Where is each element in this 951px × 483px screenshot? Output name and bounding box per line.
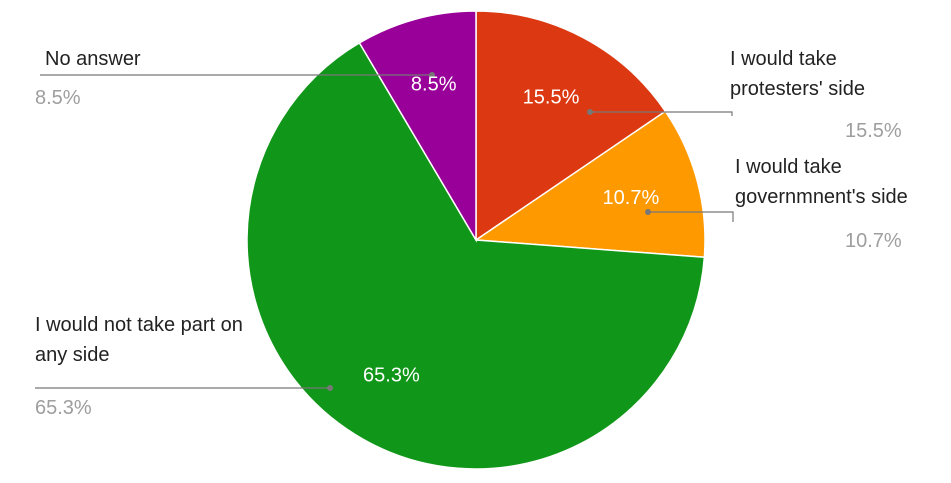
legend-label: I would take protesters' side	[730, 48, 865, 100]
legend-percent: 15.5%	[845, 120, 902, 142]
pie-slice	[246, 41, 706, 470]
leader-line	[590, 111, 733, 116]
slice-label: 15.5%	[523, 87, 580, 109]
leader-dot	[587, 109, 593, 115]
legend-label: I would not take part on any side	[35, 314, 243, 366]
leader-line	[648, 211, 734, 222]
slice-label: 8.5%	[411, 74, 457, 96]
legend-percent: 8.5%	[35, 87, 81, 109]
pie-slice	[358, 10, 477, 243]
legend-label: No answer	[45, 48, 141, 70]
slice-label: 10.7%	[603, 187, 660, 209]
slice-label: 65.3%	[363, 364, 420, 386]
leader-dot	[645, 209, 651, 215]
leader-dot	[429, 72, 435, 78]
leader-dot	[327, 385, 333, 391]
legend-percent: 65.3%	[35, 397, 92, 419]
pie-slice	[473, 110, 706, 259]
legend-percent: 10.7%	[845, 230, 902, 252]
legend-label: I would take governmnent's side	[735, 156, 908, 208]
pie-slice	[475, 10, 667, 242]
